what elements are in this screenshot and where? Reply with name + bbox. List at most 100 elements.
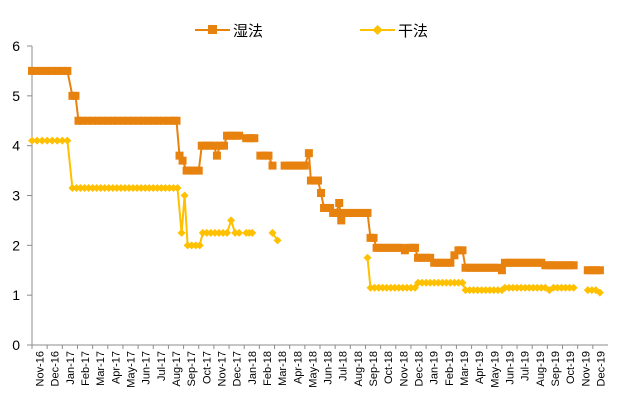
data-point: [191, 241, 200, 250]
data-point: [187, 241, 196, 250]
data-point: [454, 278, 463, 287]
data-point: [28, 136, 36, 145]
series-layer: [28, 66, 604, 297]
data-point: [493, 263, 502, 272]
x-tick-label: Dec-18: [414, 351, 426, 386]
data-point: [583, 286, 592, 295]
data-point: [394, 283, 403, 292]
legend-marker-wet: [208, 25, 217, 34]
x-tick-label: Mar-17: [95, 351, 107, 386]
x-tick-label: Oct-19: [565, 351, 577, 384]
data-point: [406, 283, 415, 292]
x-tick-label: Jan-19: [429, 351, 441, 385]
series-wet: [28, 66, 604, 275]
data-point: [197, 141, 206, 150]
x-tick-label: Jul-19: [520, 351, 532, 381]
data-point: [72, 184, 81, 193]
data-point: [525, 258, 534, 267]
data-point: [218, 228, 227, 237]
data-point: [533, 283, 542, 292]
data-point: [214, 228, 223, 237]
x-tick-label: Mar-18: [277, 351, 289, 386]
data-point: [76, 184, 85, 193]
data-point: [521, 283, 530, 292]
data-point: [273, 236, 282, 245]
x-tick-label: Nov-17: [216, 351, 228, 386]
series-dry: [28, 136, 604, 297]
y-tick-label: 1: [12, 287, 20, 303]
data-point: [182, 166, 191, 175]
data-point: [473, 286, 482, 295]
data-point: [28, 66, 36, 75]
data-point: [446, 278, 455, 287]
data-point: [58, 66, 67, 75]
x-tick-label: Jan-17: [65, 351, 77, 385]
data-point: [450, 251, 459, 260]
data-point: [465, 263, 474, 272]
data-point: [504, 258, 513, 267]
data-point: [430, 258, 439, 267]
data-point: [118, 116, 127, 125]
data-point: [256, 151, 265, 160]
data-point: [565, 283, 574, 292]
data-point: [332, 208, 341, 217]
data-point: [183, 241, 192, 250]
data-point: [426, 278, 435, 287]
data-point: [553, 283, 562, 292]
data-point: [493, 286, 502, 295]
data-point: [227, 216, 236, 225]
data-point: [557, 283, 566, 292]
x-tick-label: Mar-19: [459, 351, 471, 386]
data-point: [595, 266, 604, 275]
data-point: [223, 131, 232, 140]
data-point: [125, 184, 134, 193]
data-point: [231, 228, 240, 237]
data-point: [284, 161, 293, 170]
data-point: [113, 116, 122, 125]
data-point: [169, 184, 178, 193]
x-tick-label: Nov-19: [580, 351, 592, 386]
data-point: [529, 258, 538, 267]
data-point: [141, 184, 150, 193]
data-point: [209, 141, 218, 150]
x-tick-label: Jul-17: [156, 351, 168, 381]
data-point: [80, 184, 89, 193]
data-point: [565, 261, 574, 270]
x-tick-label: Jan-18: [247, 351, 259, 385]
x-tick-label: Sep-17: [186, 351, 198, 386]
data-point: [53, 136, 62, 145]
data-point: [48, 136, 57, 145]
data-point: [149, 116, 158, 125]
data-point: [402, 283, 411, 292]
data-point: [378, 283, 387, 292]
data-point: [304, 149, 313, 158]
x-tick-label: Aug-17: [171, 351, 183, 386]
data-point: [359, 208, 368, 217]
data-point: [137, 184, 146, 193]
data-point: [537, 283, 546, 292]
data-point: [235, 131, 244, 140]
data-point: [210, 228, 219, 237]
data-point: [513, 283, 522, 292]
data-point: [553, 261, 562, 270]
data-point: [347, 208, 356, 217]
data-point: [78, 116, 87, 125]
data-point: [587, 286, 596, 295]
data-point: [426, 253, 435, 262]
data-point: [386, 283, 395, 292]
data-point: [145, 184, 154, 193]
data-point: [533, 258, 542, 267]
data-point: [93, 116, 102, 125]
data-point: [71, 91, 80, 100]
x-tick-label: Oct-18: [383, 351, 395, 384]
x-tick-label: Dec-17: [232, 351, 244, 386]
data-point: [165, 184, 174, 193]
data-point: [504, 283, 513, 292]
data-point: [264, 151, 273, 160]
data-point: [129, 116, 138, 125]
data-point: [242, 134, 251, 143]
data-point: [363, 253, 372, 262]
data-point: [587, 266, 596, 275]
data-point: [157, 184, 166, 193]
